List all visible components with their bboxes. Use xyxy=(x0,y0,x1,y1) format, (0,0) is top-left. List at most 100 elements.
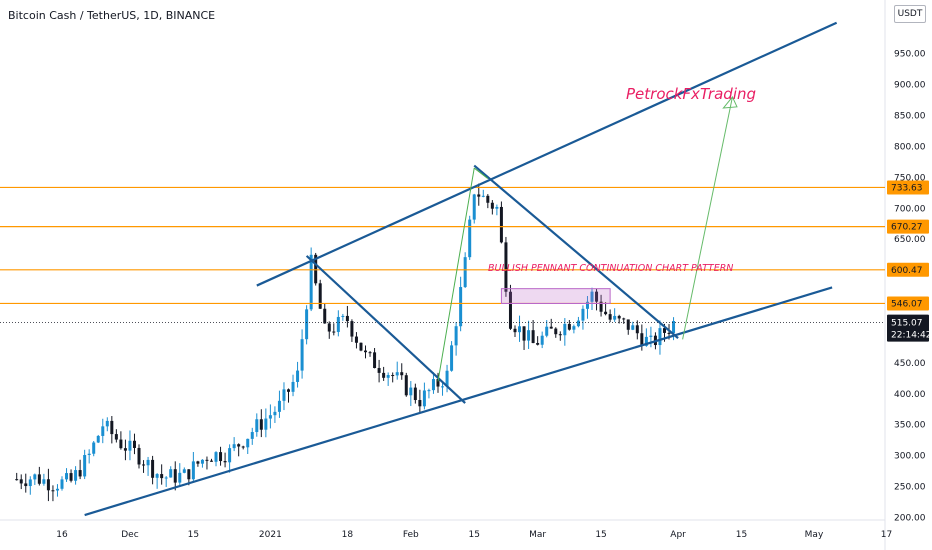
candle-body xyxy=(146,459,150,466)
candle-body xyxy=(341,315,345,317)
candle-body xyxy=(296,370,300,382)
y-tick-700.00: 700.00 xyxy=(894,204,926,214)
candle-body xyxy=(459,287,463,327)
candle-body xyxy=(246,438,250,448)
candle-body xyxy=(28,479,32,487)
x-tick-18: 18 xyxy=(342,530,354,540)
candle-body xyxy=(273,411,277,416)
x-tick-17: 17 xyxy=(881,530,892,540)
candle-body xyxy=(277,400,281,412)
candle-body xyxy=(567,323,571,330)
candle-body xyxy=(250,432,254,439)
candle-body xyxy=(644,336,648,346)
candle-body xyxy=(200,459,204,464)
candle-body xyxy=(382,372,386,378)
candle-body xyxy=(576,320,580,327)
candle-body xyxy=(422,390,426,407)
x-tick-Feb: Feb xyxy=(403,530,419,540)
candle-body xyxy=(155,474,159,478)
candle-body xyxy=(486,195,490,203)
candle-body xyxy=(590,291,594,302)
x-tick-Mar: Mar xyxy=(529,530,546,540)
channel-lower-trendline[interactable] xyxy=(84,286,833,517)
y-tick-250.00: 250.00 xyxy=(894,483,926,493)
level-label-bg-546.07 xyxy=(887,296,929,311)
candle-body xyxy=(413,387,417,401)
candle-body xyxy=(142,464,146,466)
candle-body xyxy=(327,323,331,332)
candle-body xyxy=(83,455,87,477)
candle-body xyxy=(468,219,472,258)
last-price-bg xyxy=(887,314,929,342)
candle-body xyxy=(662,328,666,333)
x-tick-15: 15 xyxy=(736,530,747,540)
candle-body xyxy=(78,470,82,477)
y-tick-300.00: 300.00 xyxy=(894,452,926,462)
x-tick-15: 15 xyxy=(188,530,199,540)
candle-body xyxy=(518,326,522,333)
candle-body xyxy=(42,479,46,484)
candle-body xyxy=(287,389,290,392)
y-tick-650.00: 650.00 xyxy=(894,235,926,245)
pennant-upper-trendline[interactable] xyxy=(473,164,679,339)
candle-body xyxy=(65,473,69,480)
y-tick-350.00: 350.00 xyxy=(894,421,926,431)
candle-body xyxy=(164,477,168,479)
candle-body xyxy=(445,370,449,387)
candle-body xyxy=(622,318,626,320)
candle-body xyxy=(300,339,304,371)
y-tick-800.00: 800.00 xyxy=(894,142,926,152)
candle-body xyxy=(114,434,118,440)
candle-body xyxy=(119,439,123,449)
candle-body xyxy=(15,479,19,481)
candle-body xyxy=(604,311,608,315)
impulse-arrow-head xyxy=(473,167,489,179)
candle-body xyxy=(123,448,127,451)
candle-body xyxy=(196,461,200,464)
currency-button[interactable]: USDT xyxy=(894,5,926,23)
candle-body xyxy=(391,375,395,377)
last-price-label: 515.07 xyxy=(891,319,923,329)
candle-body xyxy=(232,444,236,449)
x-tick-15: 15 xyxy=(469,530,480,540)
candle-body xyxy=(264,418,268,430)
candle-body xyxy=(527,330,531,341)
candle-body xyxy=(373,352,377,369)
candle-body xyxy=(368,352,372,354)
y-tick-450.00: 450.00 xyxy=(894,359,926,369)
candle-body xyxy=(268,415,272,419)
level-label-733.63: 733.63 xyxy=(891,183,923,193)
candle-body xyxy=(504,242,508,292)
candle-body xyxy=(531,330,535,344)
candle-body xyxy=(282,389,286,401)
level-label-670.27: 670.27 xyxy=(891,223,923,233)
candle-body xyxy=(626,319,630,330)
candle-body xyxy=(495,206,499,209)
candle-body xyxy=(558,334,562,336)
candle-body xyxy=(427,390,431,392)
candle-body xyxy=(173,469,177,483)
candle-body xyxy=(658,328,662,346)
candle-body xyxy=(237,444,241,447)
level-label-546.07: 546.07 xyxy=(891,299,923,309)
candle-body xyxy=(96,435,100,443)
candle-body xyxy=(490,202,494,209)
x-tick-Dec: Dec xyxy=(121,530,138,540)
candle-body xyxy=(151,459,155,478)
watermark-annotation: PetrockFxTrading xyxy=(626,85,756,103)
channel-upper-trendline[interactable] xyxy=(256,21,838,287)
candle-body xyxy=(463,257,467,288)
candle-body xyxy=(545,326,549,336)
candle-body xyxy=(441,386,445,388)
candle-body xyxy=(19,479,23,484)
x-tick-16: 16 xyxy=(56,530,68,540)
candle-body xyxy=(187,469,191,480)
target-arrow-line xyxy=(682,96,733,340)
candle-body xyxy=(160,474,164,479)
candle-body xyxy=(228,448,232,463)
candle-body xyxy=(377,368,381,373)
candle-body xyxy=(409,387,413,396)
candle-body xyxy=(37,474,41,484)
candle-body xyxy=(255,419,259,433)
